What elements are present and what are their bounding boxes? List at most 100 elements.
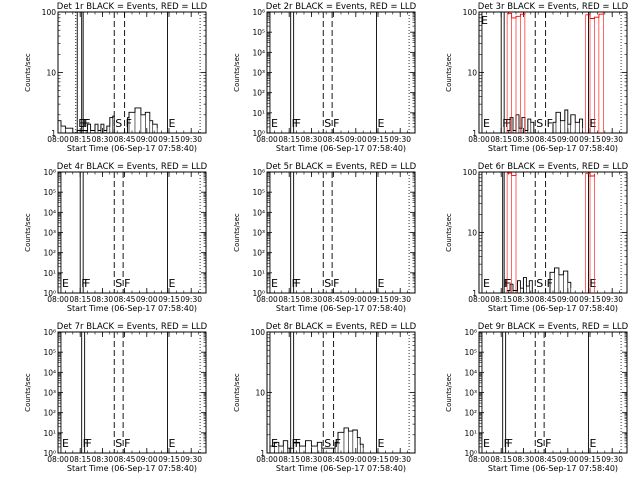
y-tick-label: 10³: [252, 69, 265, 78]
x-axis-label: Start Time (06-Sep-17 07:58:40): [67, 144, 197, 153]
x-axis-label: Start Time (06-Sep-17 07:58:40): [276, 144, 406, 153]
marker-label-s: S: [324, 277, 331, 290]
x-tick-label: 08:00: [47, 135, 69, 144]
marker-label-s: S: [115, 117, 122, 130]
marker-label-e: E: [271, 277, 278, 290]
panel-title: Det 3r BLACK = Events, RED = LLD: [478, 2, 629, 12]
panel-title: Det 2r BLACK = Events, RED = LLD: [266, 2, 417, 12]
marker-label-f: F: [86, 437, 92, 450]
marker-label-f: F: [502, 117, 508, 130]
x-axis-label: Start Time (06-Sep-17 07:58:40): [488, 464, 618, 473]
x-tick-label: 09:00: [345, 455, 367, 464]
y-tick-label: 10⁴: [43, 208, 56, 217]
marker-label-s: S: [324, 437, 331, 450]
series-line-1: [507, 109, 584, 134]
y-tick-label: 1: [472, 289, 477, 298]
marker-label-f: F: [545, 437, 551, 450]
y-tick-label: 10⁴: [252, 208, 265, 217]
x-tick-label: 08:00: [47, 455, 69, 464]
y-tick-label: 10³: [43, 389, 56, 398]
panel-det-4: Det 4r BLACK = Events, RED = LLD 10⁰ 10¹ 10…: [24, 162, 208, 313]
y-axis-label: Counts/sec: [24, 373, 32, 412]
x-tick-label: 08:45: [535, 455, 557, 464]
x-axis-label: Start Time (06-Sep-17 07:58:40): [276, 464, 406, 473]
y-tick-label: 10⁰: [43, 449, 56, 458]
x-tick-label: 09:15: [579, 295, 601, 304]
x-tick-label: 08:00: [256, 135, 278, 144]
marker-label-f: F: [333, 117, 339, 130]
panel-det-6: Det 6r BLACK = Events, RED = LLD 1 10 100 08…: [445, 162, 629, 313]
x-tick-label: 09:30: [180, 295, 202, 304]
marker-label-e: E: [271, 117, 278, 130]
marker-label-f: F: [547, 117, 553, 130]
x-tick-label: 09:15: [158, 455, 180, 464]
plot-frame: [478, 331, 628, 454]
x-tick-label: 08:00: [47, 295, 69, 304]
y-tick-label: 10³: [252, 229, 265, 238]
marker-label-f: F: [295, 277, 301, 290]
marker-label-e: E: [590, 117, 597, 130]
x-tick-label: 08:30: [513, 295, 535, 304]
y-tick-label: 10: [46, 69, 56, 78]
x-tick-label: 09:30: [601, 455, 623, 464]
x-tick-label: 08:45: [114, 455, 136, 464]
x-tick-label: 08:00: [256, 455, 278, 464]
x-tick-label: 08:30: [92, 455, 114, 464]
x-tick-label: 09:30: [180, 455, 202, 464]
x-tick-label: 08:15: [490, 295, 512, 304]
marker-label-s: S: [536, 437, 543, 450]
y-tick-label: 10⁰: [464, 449, 477, 458]
marker-label-s: S: [324, 117, 331, 130]
marker-label-f: F: [83, 437, 89, 450]
y-axis-label: Counts/sec: [445, 213, 453, 252]
y-tick-label: 10⁶: [252, 8, 265, 17]
y-tick-label: 100: [463, 8, 478, 17]
y-tick-label: 10: [467, 69, 477, 78]
marker-label-s: S: [115, 437, 122, 450]
y-tick-label: 10¹: [43, 269, 56, 278]
y-tick-label: 10⁰: [43, 289, 56, 298]
plot-frame: [478, 171, 628, 294]
marker-label-e: E: [590, 437, 597, 450]
x-axis-label: Start Time (06-Sep-17 07:58:40): [67, 464, 197, 473]
series-line-3: [585, 172, 595, 177]
y-tick-label: 10¹: [252, 109, 265, 118]
x-tick-label: 08:15: [69, 295, 91, 304]
y-tick-label: 10²: [252, 249, 265, 258]
y-tick-label: 1: [260, 449, 265, 458]
y-axis-label: Counts/sec: [24, 53, 32, 92]
marker-label-s: S: [115, 277, 122, 290]
y-axis-label: Counts/sec: [445, 373, 453, 412]
x-axis-label: Start Time (06-Sep-17 07:58:40): [276, 304, 406, 313]
x-tick-label: 08:00: [468, 455, 490, 464]
x-tick-label: 08:30: [513, 455, 535, 464]
plot-frame: [57, 331, 207, 454]
y-tick-label: 10: [255, 389, 265, 398]
y-tick-label: 10²: [252, 89, 265, 98]
y-tick-label: 10: [467, 229, 477, 238]
marker-label-e: E: [378, 437, 385, 450]
x-tick-label: 09:00: [557, 295, 579, 304]
x-tick-label: 09:15: [367, 135, 389, 144]
panel-title: Det 6r BLACK = Events, RED = LLD: [478, 162, 629, 172]
x-tick-label: 08:00: [256, 295, 278, 304]
y-tick-label: 10⁰: [252, 289, 265, 298]
x-tick-label: 08:45: [535, 295, 557, 304]
x-tick-label: 09:15: [367, 295, 389, 304]
y-tick-label: 1: [51, 129, 56, 138]
x-tick-label: 08:30: [301, 135, 323, 144]
marker-label-f: F: [333, 277, 339, 290]
x-tick-label: 09:00: [136, 295, 158, 304]
marker-label-e: E: [62, 437, 69, 450]
x-tick-label: 08:15: [278, 455, 300, 464]
marker-label-f: F: [295, 437, 301, 450]
panel-det-9: Det 9r BLACK = Events, RED = LLD 10⁰ 10¹ 10…: [445, 322, 629, 473]
x-tick-label: 08:30: [301, 295, 323, 304]
panel-det-7: Det 7r BLACK = Events, RED = LLD 10⁰ 10¹ 10…: [24, 322, 208, 473]
y-tick-label: 10⁵: [252, 188, 265, 197]
panel-det-8: Det 8r BLACK = Events, RED = LLD 1 10 100 08…: [233, 322, 417, 473]
x-tick-label: 08:00: [468, 295, 490, 304]
x-tick-label: 08:15: [278, 295, 300, 304]
marker-label-f: F: [83, 117, 89, 130]
x-axis-label: Start Time (06-Sep-17 07:58:40): [488, 304, 618, 313]
